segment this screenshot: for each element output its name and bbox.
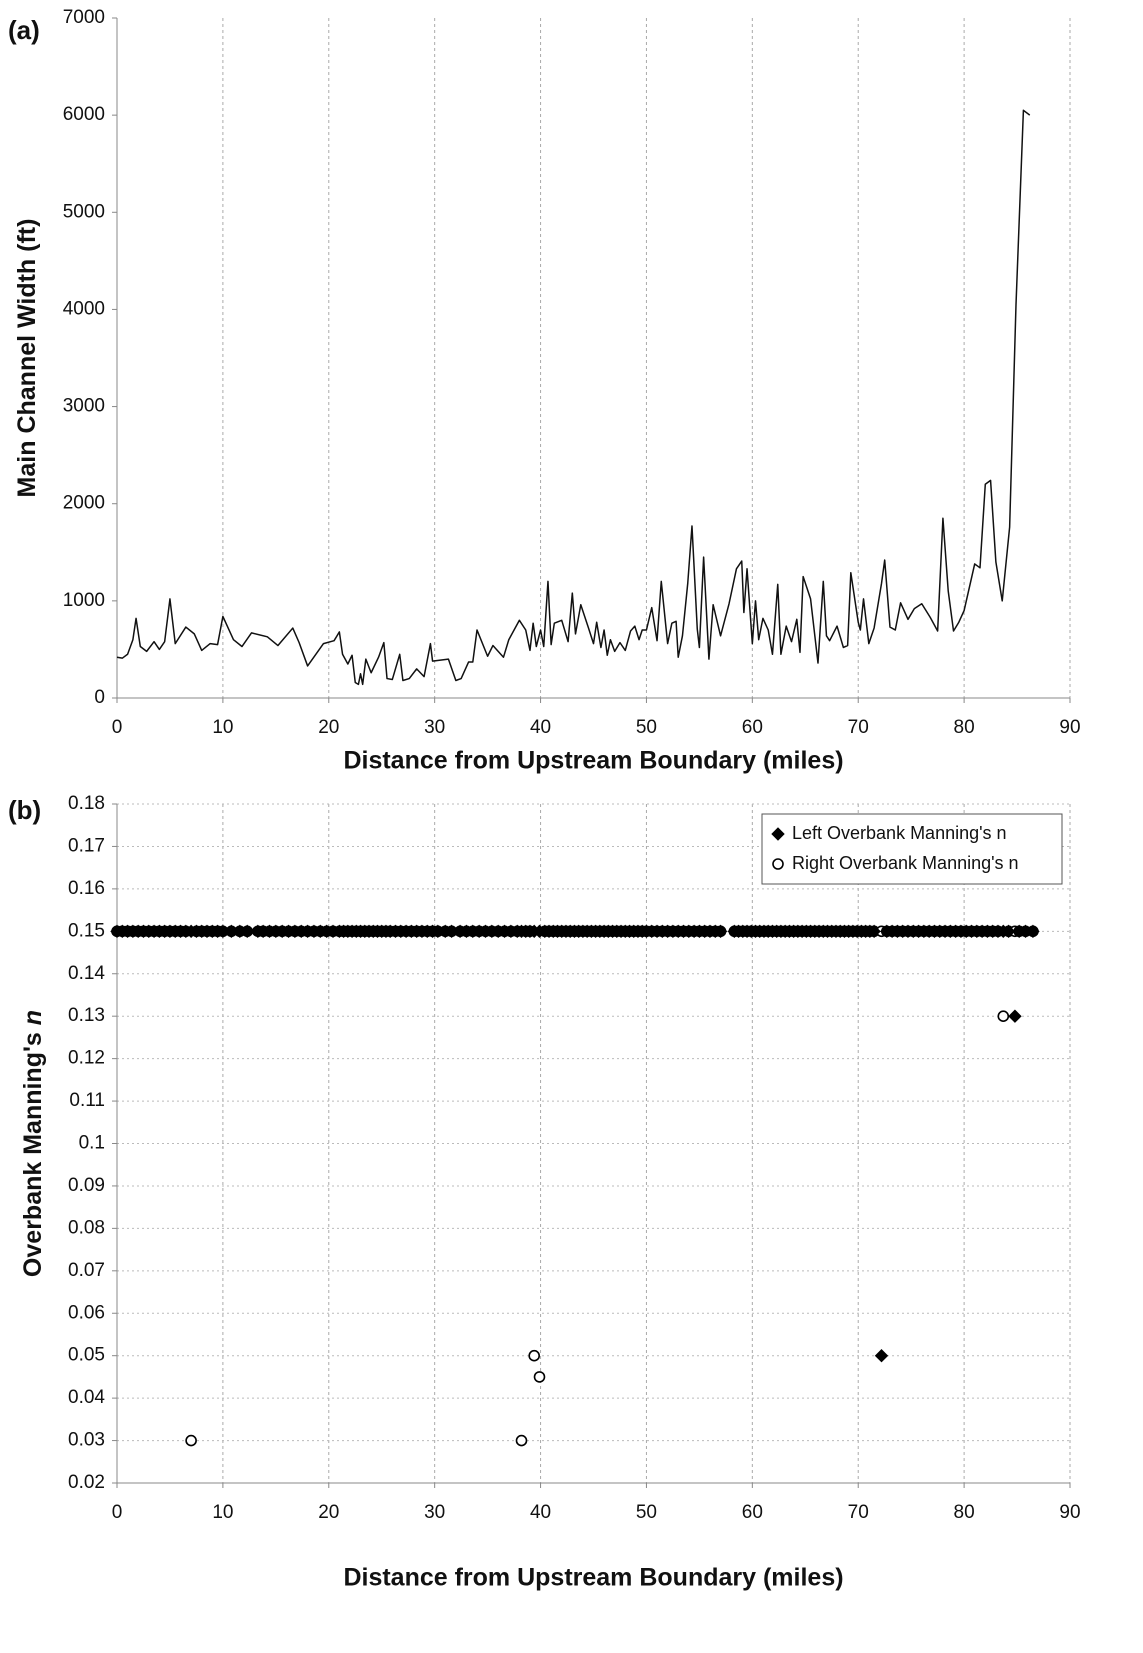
legend-label: Left Overbank Manning's n <box>792 823 1007 843</box>
y-tick-label: 7000 <box>63 7 105 28</box>
y-tick-label: 0.02 <box>68 1472 105 1493</box>
y-axis-title-symbol: n <box>19 1010 47 1025</box>
x-tick-label: 70 <box>848 1502 869 1523</box>
diamond-marker <box>713 924 728 939</box>
x-tick-label: 0 <box>112 1502 123 1523</box>
x-tick-label: 0 <box>112 717 123 738</box>
x-axis-title: Distance from Upstream Boundary (miles) <box>343 747 843 775</box>
diamond-marker <box>874 1348 889 1363</box>
x-tick-label: 60 <box>742 1502 763 1523</box>
y-tick-label: 0.1 <box>79 1133 105 1154</box>
y-tick-label: 0.08 <box>68 1217 105 1238</box>
y-tick-label: 0.04 <box>68 1387 105 1408</box>
x-tick-label: 50 <box>636 717 657 738</box>
circle-marker <box>997 1010 1010 1022</box>
x-tick-label: 40 <box>530 717 551 738</box>
diamond-marker <box>867 924 881 939</box>
y-tick-label: 0.07 <box>68 1260 105 1281</box>
y-axis-title: Overbank Manning's n <box>19 1010 47 1277</box>
y-tick-label: 6000 <box>63 104 105 125</box>
y-tick-label: 0 <box>94 687 105 708</box>
diamond-marker <box>240 924 254 939</box>
panel-label: (b) <box>8 795 41 825</box>
y-tick-label: 0.16 <box>68 878 105 899</box>
y-tick-label: 0.05 <box>68 1345 105 1366</box>
y-tick-label: 0.13 <box>68 1005 105 1026</box>
y-tick-label: 1000 <box>63 590 105 611</box>
y-tick-label: 0.12 <box>68 1048 105 1069</box>
x-tick-label: 30 <box>424 1502 445 1523</box>
y-tick-label: 2000 <box>63 493 105 514</box>
diamond-marker <box>1001 924 1016 939</box>
x-tick-label: 40 <box>530 1502 551 1523</box>
x-tick-label: 20 <box>318 717 339 738</box>
x-tick-label: 70 <box>848 717 869 738</box>
y-tick-label: 0.17 <box>68 835 105 856</box>
y-tick-label: 0.18 <box>68 793 105 814</box>
x-tick-label: 80 <box>954 717 975 738</box>
circle-marker <box>185 1434 197 1447</box>
x-tick-label: 50 <box>636 1502 657 1523</box>
panel-label: (a) <box>8 15 40 45</box>
x-tick-label: 80 <box>954 1502 975 1523</box>
x-axis-title: Distance from Upstream Boundary (miles) <box>343 1564 843 1592</box>
y-axis-title: Main Channel Width (ft) <box>13 219 41 498</box>
y-tick-label: 3000 <box>63 396 105 417</box>
diamond-marker <box>1026 924 1040 939</box>
legend-label: Right Overbank Manning's n <box>792 853 1019 873</box>
x-tick-label: 10 <box>212 1502 233 1523</box>
y-tick-label: 0.03 <box>68 1430 105 1451</box>
x-tick-label: 10 <box>212 717 233 738</box>
y-axis-title-text: Overbank Manning's <box>19 1025 47 1277</box>
diamond-marker <box>1008 1009 1022 1023</box>
legend-marker <box>771 827 785 841</box>
circle-marker <box>528 1349 541 1362</box>
legend-marker <box>772 858 784 870</box>
y-axis-title-text: Main Channel Width (ft) <box>13 219 41 498</box>
data-line <box>116 109 1031 686</box>
x-tick-label: 20 <box>318 1502 339 1523</box>
circle-marker <box>515 1434 528 1447</box>
y-tick-label: 0.06 <box>68 1302 105 1323</box>
x-tick-label: 90 <box>1059 717 1080 738</box>
y-tick-label: 0.09 <box>68 1175 105 1196</box>
y-tick-label: 0.14 <box>68 963 105 984</box>
y-tick-label: 0.15 <box>68 920 105 941</box>
x-tick-label: 30 <box>424 717 445 738</box>
y-tick-label: 5000 <box>63 201 105 222</box>
y-tick-label: 0.11 <box>69 1090 105 1111</box>
x-tick-label: 90 <box>1059 1502 1080 1523</box>
legend-box <box>761 813 1063 885</box>
x-tick-label: 60 <box>742 717 763 738</box>
circle-marker <box>533 1371 546 1383</box>
y-tick-label: 4000 <box>63 298 105 319</box>
